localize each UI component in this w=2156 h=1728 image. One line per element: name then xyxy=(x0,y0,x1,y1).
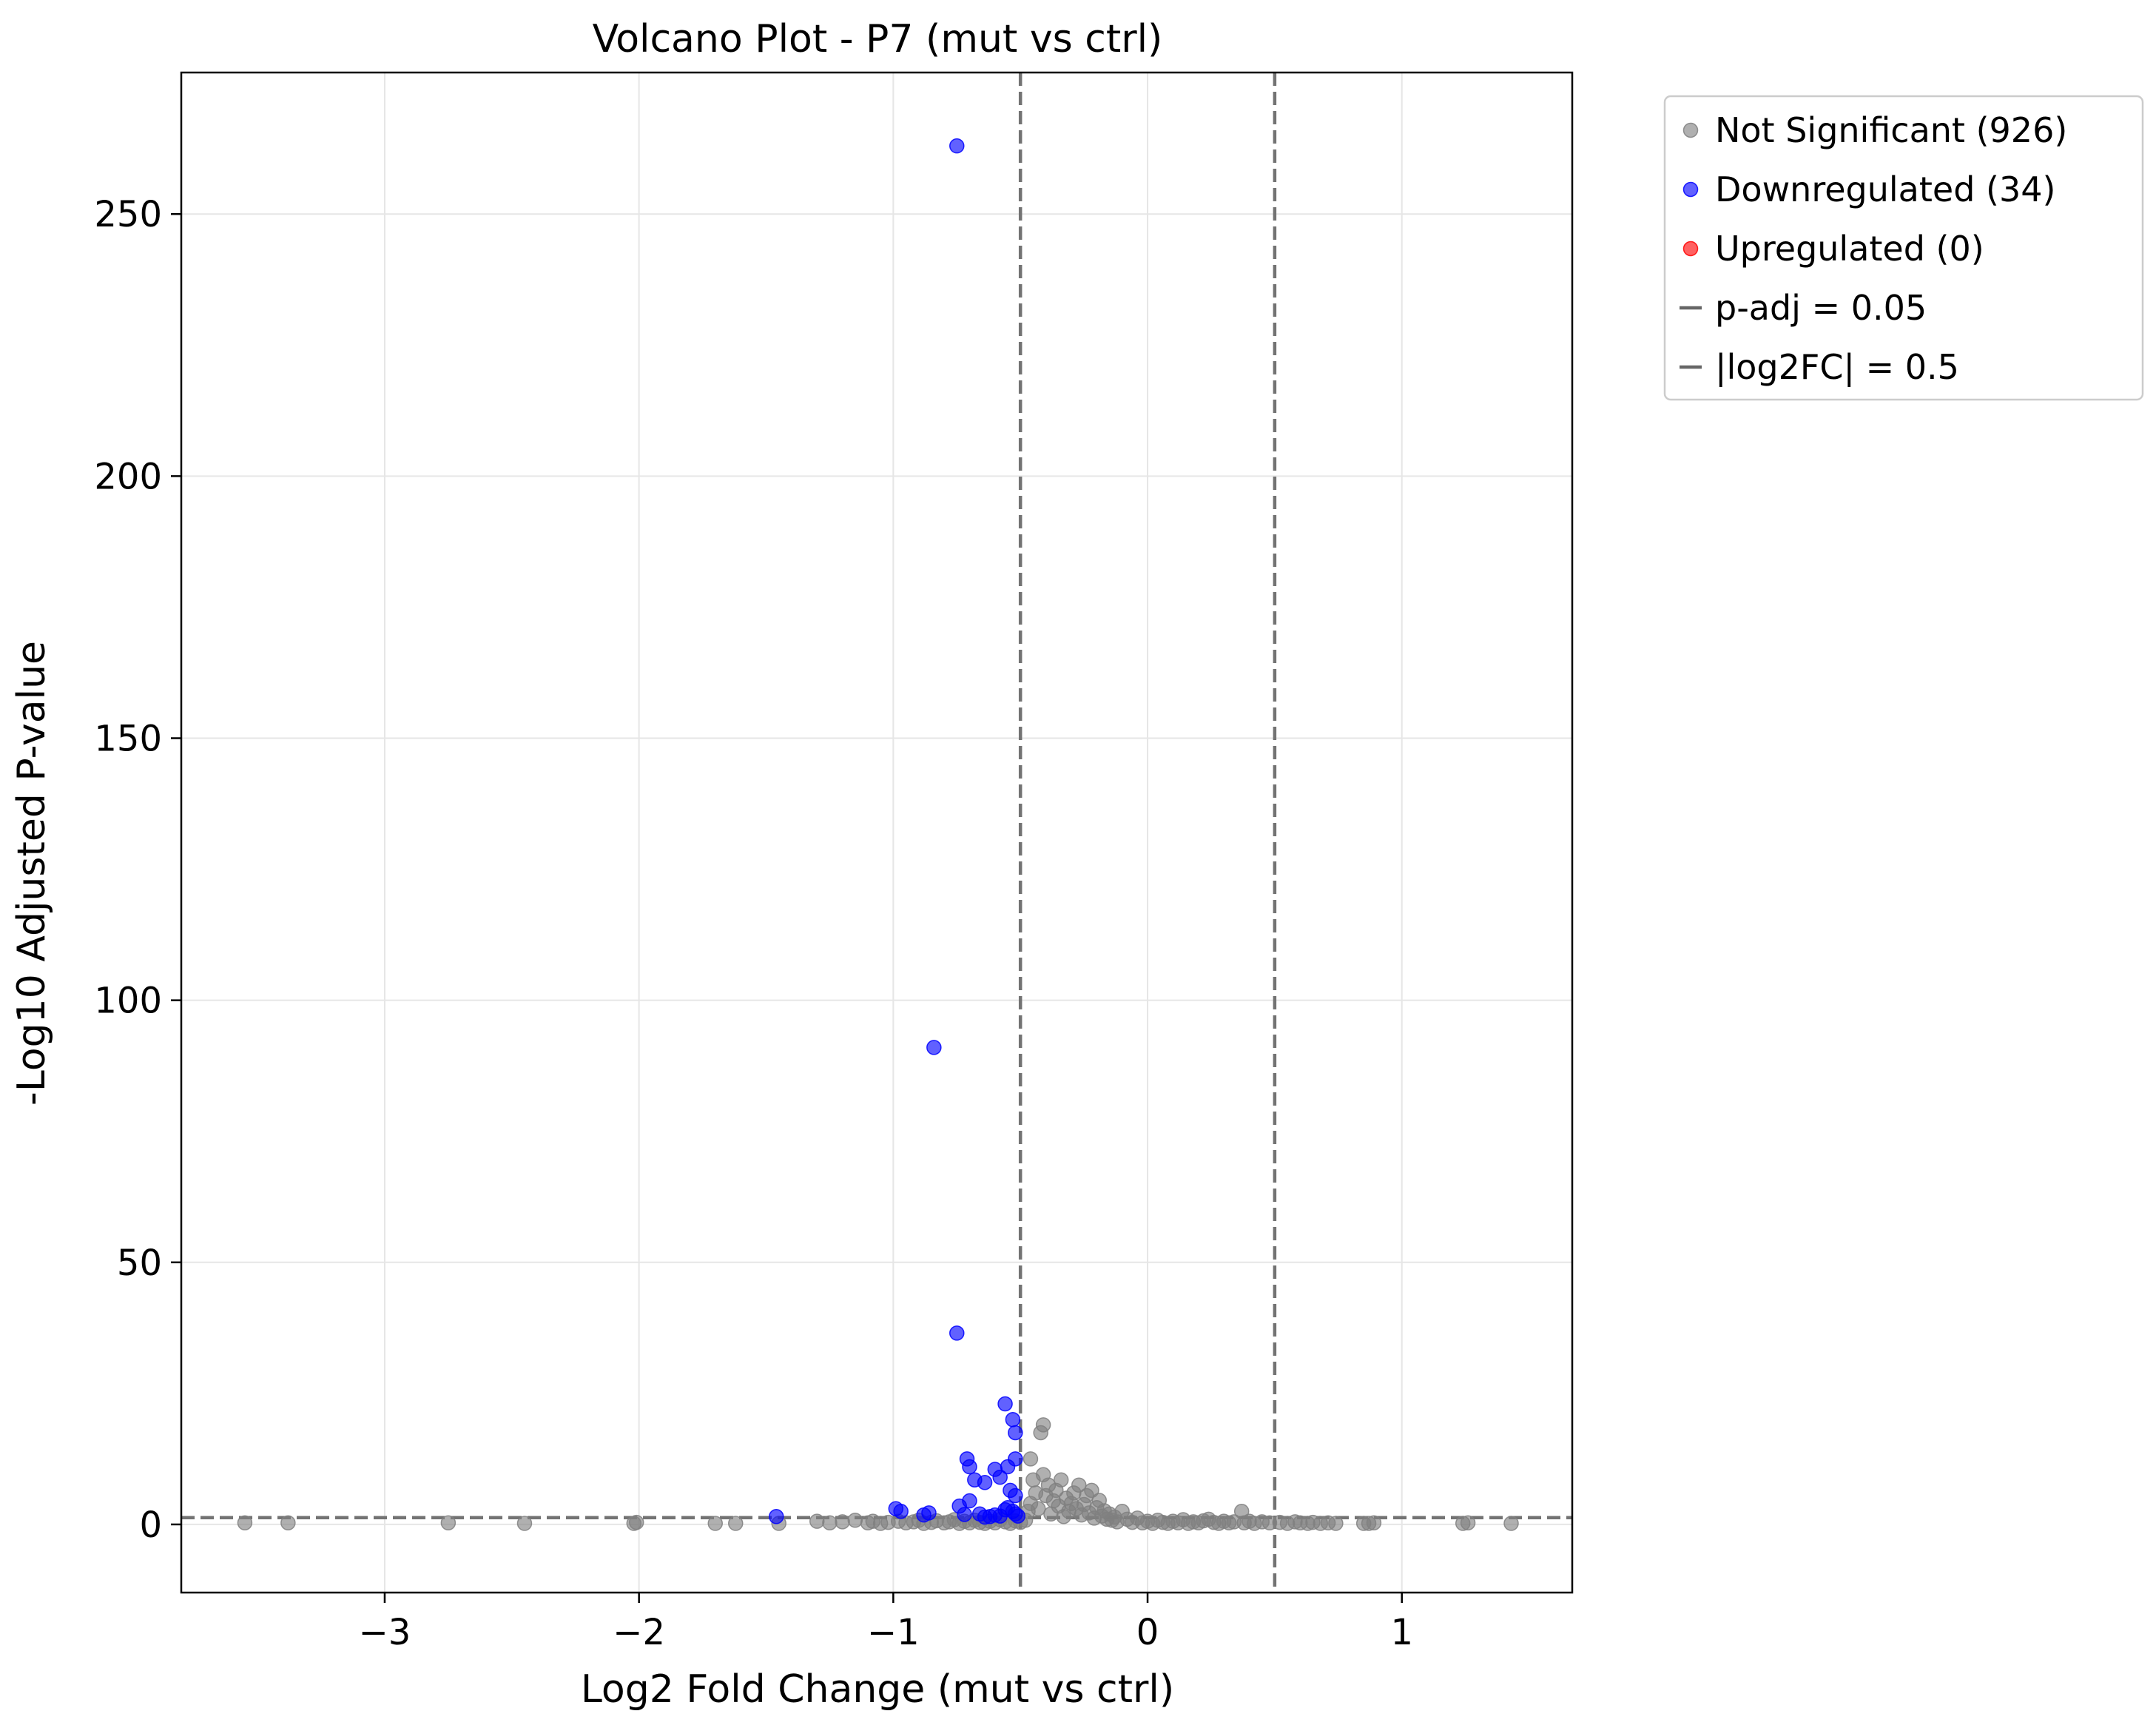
legend-box xyxy=(1663,95,2144,401)
x-tick-label: −3 xyxy=(359,1612,411,1653)
data-point xyxy=(707,1516,724,1531)
x-tick-label: 0 xyxy=(1136,1612,1159,1653)
series-group xyxy=(768,138,1025,1525)
axis-ticks: −3 −2 −1 0 1 0 50 100 150 200 250 xyxy=(94,194,1413,1653)
data-point xyxy=(957,1507,972,1522)
data-point xyxy=(949,138,965,154)
data-point xyxy=(1005,1412,1021,1428)
legend-marker xyxy=(1682,241,1699,257)
data-point xyxy=(962,1459,977,1475)
data-point xyxy=(809,1513,825,1529)
y-tick-label: 200 xyxy=(94,456,162,497)
chart-title: Volcano Plot - P7 (mut vs ctrl) xyxy=(593,17,1163,61)
data-point xyxy=(893,1503,909,1519)
data-point xyxy=(977,1475,993,1490)
legend-label: p-adj = 0.05 xyxy=(1715,288,1927,328)
x-axis-label: Log2 Fold Change (mut vs ctrl) xyxy=(581,1667,1174,1712)
legend-label: Upregulated (0) xyxy=(1715,229,1984,269)
data-point xyxy=(440,1515,457,1531)
data-point xyxy=(822,1515,838,1531)
y-tick-label: 0 xyxy=(139,1505,162,1546)
y-tick-label: 50 xyxy=(117,1243,162,1284)
data-point xyxy=(1366,1515,1382,1531)
data-point xyxy=(1328,1516,1344,1531)
y-tick-label: 250 xyxy=(94,194,162,235)
data-point xyxy=(1071,1477,1087,1493)
legend-label: |log2FC| = 0.5 xyxy=(1715,347,1959,388)
data-point xyxy=(847,1513,863,1528)
x-tick-label: −1 xyxy=(867,1612,920,1653)
data-point xyxy=(977,1509,993,1525)
data-point xyxy=(1008,1487,1023,1504)
y-tick-label: 150 xyxy=(94,719,162,760)
gridlines xyxy=(181,73,1572,1593)
data-point xyxy=(1084,1482,1099,1499)
x-tick-label: −2 xyxy=(613,1612,665,1653)
data-point xyxy=(992,1508,1008,1524)
data-point xyxy=(628,1514,644,1530)
data-point xyxy=(997,1396,1013,1412)
data-point xyxy=(768,1509,784,1524)
data-point xyxy=(1460,1515,1476,1531)
data-point xyxy=(1035,1417,1051,1433)
data-point xyxy=(1053,1472,1069,1487)
legend-marker xyxy=(1682,181,1699,198)
legend-marker xyxy=(1682,122,1699,138)
data-point xyxy=(926,1040,942,1055)
data-point xyxy=(728,1516,744,1531)
legend-label: Downregulated (34) xyxy=(1715,169,2055,209)
data-point xyxy=(916,1507,932,1523)
data-points xyxy=(237,138,1519,1531)
y-tick-label: 100 xyxy=(94,981,162,1022)
data-point xyxy=(1030,1501,1046,1516)
data-point xyxy=(237,1515,253,1531)
data-point xyxy=(516,1516,533,1531)
data-point xyxy=(280,1515,296,1531)
data-point xyxy=(835,1514,850,1530)
axes-frame xyxy=(180,71,1574,1594)
data-point xyxy=(1008,1425,1023,1441)
legend-label: Not Significant (926) xyxy=(1715,110,2067,150)
y-axis-label: -Log10 Adjusted P-value xyxy=(10,641,54,1106)
data-point xyxy=(992,1469,1008,1485)
x-tick-label: 1 xyxy=(1390,1612,1413,1653)
legend: Not Significant (926) Downregulated (34) U… xyxy=(1663,95,2144,401)
data-point xyxy=(1503,1516,1519,1531)
data-point xyxy=(1023,1451,1039,1467)
data-point xyxy=(949,1325,965,1341)
data-point xyxy=(1010,1508,1025,1524)
